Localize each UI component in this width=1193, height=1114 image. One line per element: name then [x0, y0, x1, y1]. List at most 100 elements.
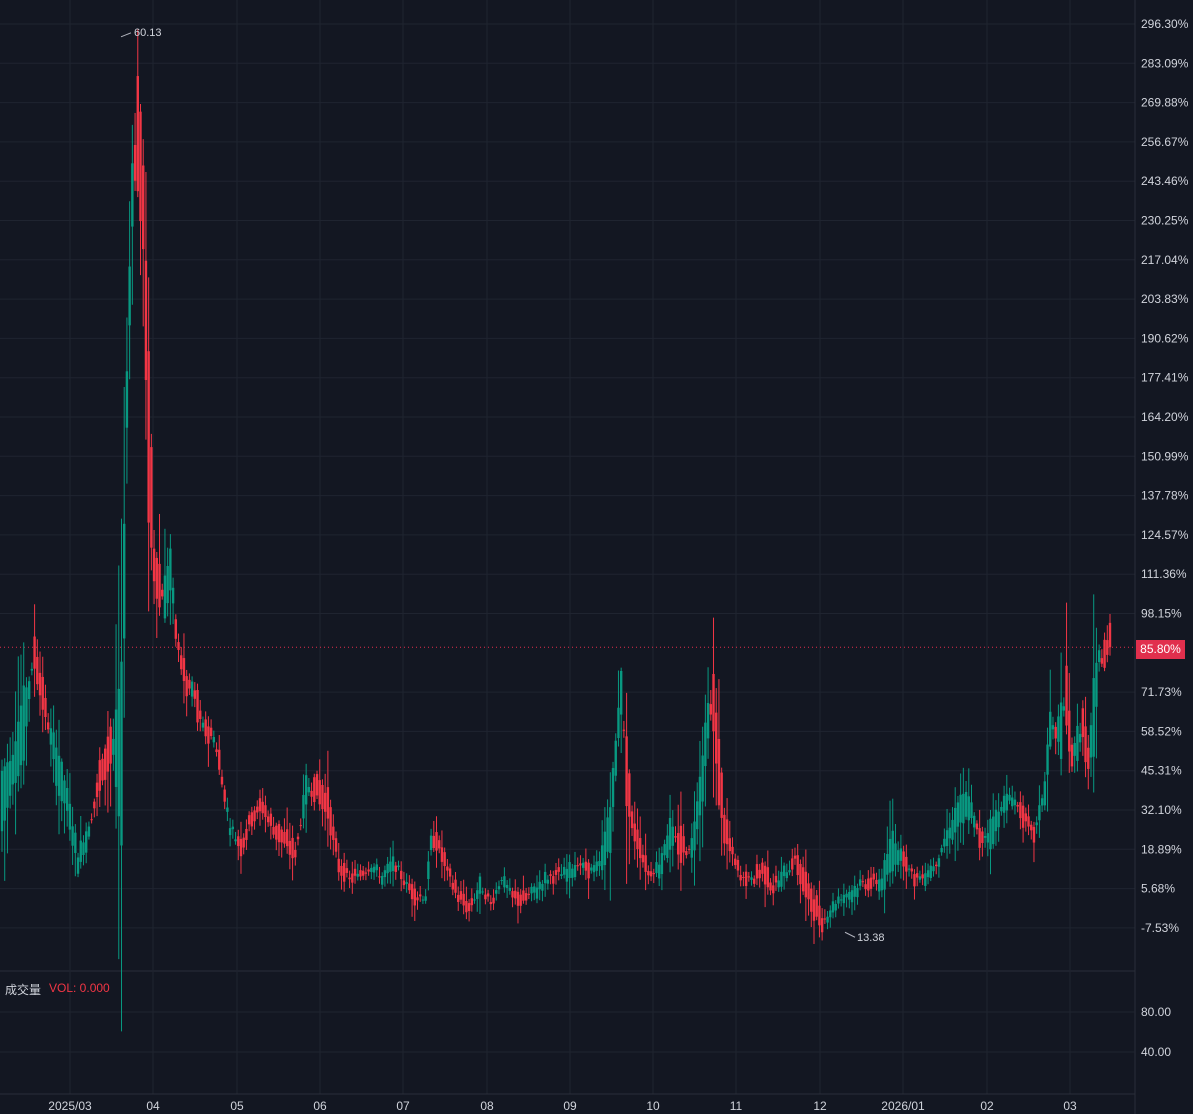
candle-body [831, 901, 835, 913]
candle-body [888, 838, 892, 873]
min-annotation-label: 13.38 [857, 932, 885, 944]
candle-body [524, 893, 528, 901]
candle-body [785, 872, 789, 879]
candle-body [823, 918, 827, 920]
y-tick-label: 296.30% [1141, 17, 1189, 31]
candle-body [30, 668, 34, 671]
candle-body [657, 864, 661, 879]
candle-body [1021, 805, 1025, 828]
candle-body [527, 893, 531, 895]
candle-body [283, 831, 286, 844]
candle-body [188, 679, 191, 689]
candle-body [1019, 802, 1022, 819]
candle-body [459, 891, 463, 900]
candle-body [484, 894, 487, 900]
candle-body [508, 887, 512, 891]
y-tick-label: 18.89% [1141, 842, 1182, 856]
candle-body [685, 851, 688, 856]
candle-body [120, 661, 123, 846]
candle-body [489, 902, 493, 905]
candle-body [163, 575, 167, 619]
candle-body [687, 848, 691, 850]
candle-body [712, 673, 715, 732]
y-tick-label: 217.04% [1141, 253, 1189, 267]
candle-body [1068, 710, 1071, 752]
y-tick-label: 124.57% [1141, 528, 1189, 542]
candle-body [728, 838, 732, 852]
candle-body [307, 786, 311, 793]
candle-body [763, 865, 767, 885]
candle-body [1016, 804, 1019, 807]
y-tick-label: 164.20% [1141, 410, 1189, 424]
candle-body [782, 865, 786, 877]
candle-body [750, 877, 753, 880]
candle-body [345, 868, 349, 873]
candle-body [451, 882, 455, 890]
candle-body [975, 823, 979, 830]
candle-body [630, 811, 634, 829]
candle-body [150, 447, 153, 548]
candle-body [671, 826, 674, 846]
candle-body [318, 780, 321, 805]
candle-body [543, 871, 547, 884]
candle-body [128, 266, 131, 326]
candle-body [899, 848, 903, 861]
candle-body [182, 658, 186, 681]
candle-body [6, 762, 9, 808]
candle-body [478, 876, 482, 894]
candle-body [668, 817, 672, 850]
x-tick-label: 10 [646, 1099, 660, 1113]
candle-body [617, 707, 620, 739]
candle-body [766, 867, 770, 888]
y-tick-label: 190.62% [1141, 331, 1189, 345]
candle-body [253, 810, 256, 822]
candle-body [1057, 716, 1060, 742]
candle-body [1011, 797, 1014, 807]
volume-panel-title: 成交量 [5, 983, 42, 997]
candle-body [755, 864, 759, 879]
y-tick-label: 230.25% [1141, 214, 1189, 228]
candle-body [1108, 622, 1112, 648]
x-tick-label: 11 [730, 1099, 743, 1113]
candle-body [1078, 733, 1082, 743]
candle-body [180, 655, 183, 670]
candle-body [256, 806, 259, 813]
candle-body [74, 832, 77, 854]
candle-body [799, 863, 802, 885]
candle-body [296, 836, 300, 840]
candle-body [565, 868, 569, 882]
candle-body [943, 838, 946, 847]
candle-body [861, 881, 865, 883]
candle-body [571, 868, 574, 878]
candle-body [71, 826, 74, 846]
candle-body [709, 704, 712, 715]
x-tick-label: 02 [980, 1099, 994, 1113]
candle-body [315, 774, 319, 796]
candle-body [55, 747, 58, 786]
candle-body [940, 848, 943, 853]
candle-body [467, 903, 471, 912]
candle-body [641, 854, 645, 863]
candle-body [603, 831, 607, 866]
candle-body [758, 869, 761, 879]
candle-body [359, 870, 362, 877]
x-tick-label: 05 [230, 1099, 244, 1113]
candle-body [209, 727, 213, 737]
candle-body [837, 896, 840, 904]
candle-body [858, 879, 862, 886]
candle-body [473, 899, 476, 901]
candle-body [470, 898, 474, 906]
y-tick-label: 203.83% [1141, 292, 1189, 306]
candle-body [945, 830, 949, 847]
candle-body [380, 875, 384, 885]
candle-body [1097, 650, 1101, 663]
candle-body [204, 719, 207, 737]
candle-body [820, 918, 824, 933]
candle-body [891, 830, 894, 872]
candle-body [850, 890, 854, 903]
candle-body [573, 865, 577, 878]
y-tick-label: 243.46% [1141, 174, 1189, 188]
candle-body [674, 836, 677, 838]
candle-body [272, 826, 275, 835]
candle-body [549, 874, 552, 876]
